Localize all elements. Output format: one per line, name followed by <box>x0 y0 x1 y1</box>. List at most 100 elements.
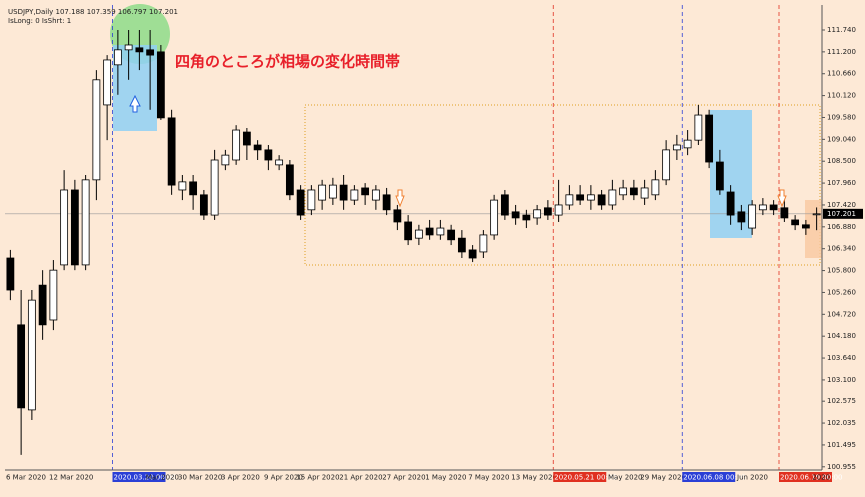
candle-body <box>672 144 681 151</box>
candle-body <box>812 213 821 216</box>
candle-body <box>457 237 466 253</box>
y-tick-label: 103.640 <box>827 354 856 362</box>
y-tick-label: 111.740 <box>827 26 856 34</box>
candle-body <box>156 51 165 119</box>
down-arrow <box>777 189 787 208</box>
candle-body <box>726 191 735 216</box>
subheader: IsLong: 0 IsShrt: 1 <box>8 17 71 25</box>
y-tick-label: 106.340 <box>827 245 856 253</box>
y-tick-label: 100.955 <box>827 463 856 471</box>
x-tick-label: 12 Mar 2020 <box>49 474 93 482</box>
candle-body <box>210 159 219 216</box>
x-tick-label: 6 Mar 2020 <box>6 474 46 482</box>
candle-body <box>533 209 542 219</box>
y-tick-label: 111.200 <box>827 48 856 56</box>
candle-body <box>318 184 327 201</box>
candle-body <box>705 114 714 163</box>
candle-body <box>447 229 456 241</box>
candle-body <box>124 44 133 51</box>
candle-body <box>92 79 101 181</box>
candle-body <box>81 179 90 266</box>
candle-body <box>199 194 208 216</box>
y-tick-label: 110.660 <box>827 70 856 78</box>
candle-body <box>414 229 423 239</box>
candle-body <box>737 211 746 223</box>
candle-body <box>350 189 359 201</box>
x-label-bg <box>112 472 166 482</box>
candle-body <box>748 204 757 229</box>
header: USDJPY,Daily 107.188 107.359 106.797 107… <box>8 8 178 16</box>
x-tick-label: 2020.05.21 00:00 <box>554 474 616 482</box>
candle-body <box>780 207 789 219</box>
candle-body <box>307 189 316 211</box>
y-tick-label: 106.880 <box>827 223 856 231</box>
candle-body <box>253 144 262 151</box>
down-arrow <box>395 189 405 208</box>
y-tick-label: 102.035 <box>827 419 856 427</box>
candle-body <box>296 189 305 216</box>
candle-body <box>242 131 251 146</box>
x-tick-label: 2020.06.08 00:00 <box>683 474 745 482</box>
candle-body <box>382 194 391 211</box>
x-tick-label: 15 Apr 2020 <box>296 474 339 482</box>
candle-body <box>801 224 810 229</box>
candle-body <box>49 269 58 321</box>
candle-body <box>113 49 122 66</box>
annotation: 四角のところが相場の変化時間帯 <box>175 53 400 71</box>
candle-body <box>522 214 531 221</box>
last-price-label: 107.201 <box>827 210 856 218</box>
candle-body <box>178 181 187 191</box>
candle-body <box>221 154 230 166</box>
candle-body <box>361 187 370 196</box>
candle-body <box>404 221 413 241</box>
candle-body <box>500 194 509 216</box>
y-tick-label: 103.100 <box>827 376 856 384</box>
candle-body <box>586 194 595 201</box>
x-tick-label: Mar 2020 <box>146 474 179 482</box>
candle-body <box>103 59 112 106</box>
y-tick-label: 102.575 <box>827 397 856 405</box>
x-tick-label: 9 Apr 2020 <box>264 474 303 482</box>
x-label-bg <box>553 472 607 482</box>
candle-body <box>339 184 348 201</box>
x-tick-label: 29 May 2020 <box>640 474 686 482</box>
candle-body <box>554 204 563 216</box>
candle-body <box>640 187 649 199</box>
candle-body <box>167 117 176 186</box>
candle-body <box>791 219 800 226</box>
x-tick-label: 30 Mar 2020 <box>178 474 222 482</box>
candle-body <box>371 189 380 201</box>
candle-body <box>264 149 273 161</box>
candle-body <box>232 129 241 161</box>
candle-body <box>576 194 585 201</box>
y-tick-label: 107.420 <box>827 201 856 209</box>
candle-body <box>565 194 574 206</box>
candle-body <box>17 324 26 409</box>
last-price-bg <box>823 208 863 219</box>
candle-body <box>436 227 445 236</box>
x-tick-label: 27 Apr 2020 <box>382 474 425 482</box>
x-label-bg <box>779 472 832 482</box>
x-tick-label: 2020 <box>812 474 830 482</box>
y-tick-label: 109.040 <box>827 135 856 143</box>
y-tick-label: 110.120 <box>827 92 856 100</box>
x-tick-label: 7 May 2020 <box>468 474 509 482</box>
x-tick-label: 2020.03.20 00:00 <box>114 474 176 482</box>
candle-body <box>490 199 499 236</box>
y-tick-label: 104.720 <box>827 310 856 318</box>
candle-body <box>758 204 767 211</box>
candle-body <box>135 47 144 53</box>
candle-body <box>683 139 692 149</box>
x-tick-label: 1 May 2020 <box>425 474 466 482</box>
x-tick-label: Jun 2020 <box>736 474 768 482</box>
x-tick-label: 21 Apr 2020 <box>339 474 382 482</box>
candle-body <box>27 299 36 411</box>
candle-body <box>328 184 337 199</box>
x-tick-label: May 2020 <box>608 474 643 482</box>
candle-body <box>468 249 477 259</box>
candle-body <box>393 209 402 223</box>
y-tick-label: 105.800 <box>827 267 856 275</box>
candle-body <box>6 257 15 291</box>
